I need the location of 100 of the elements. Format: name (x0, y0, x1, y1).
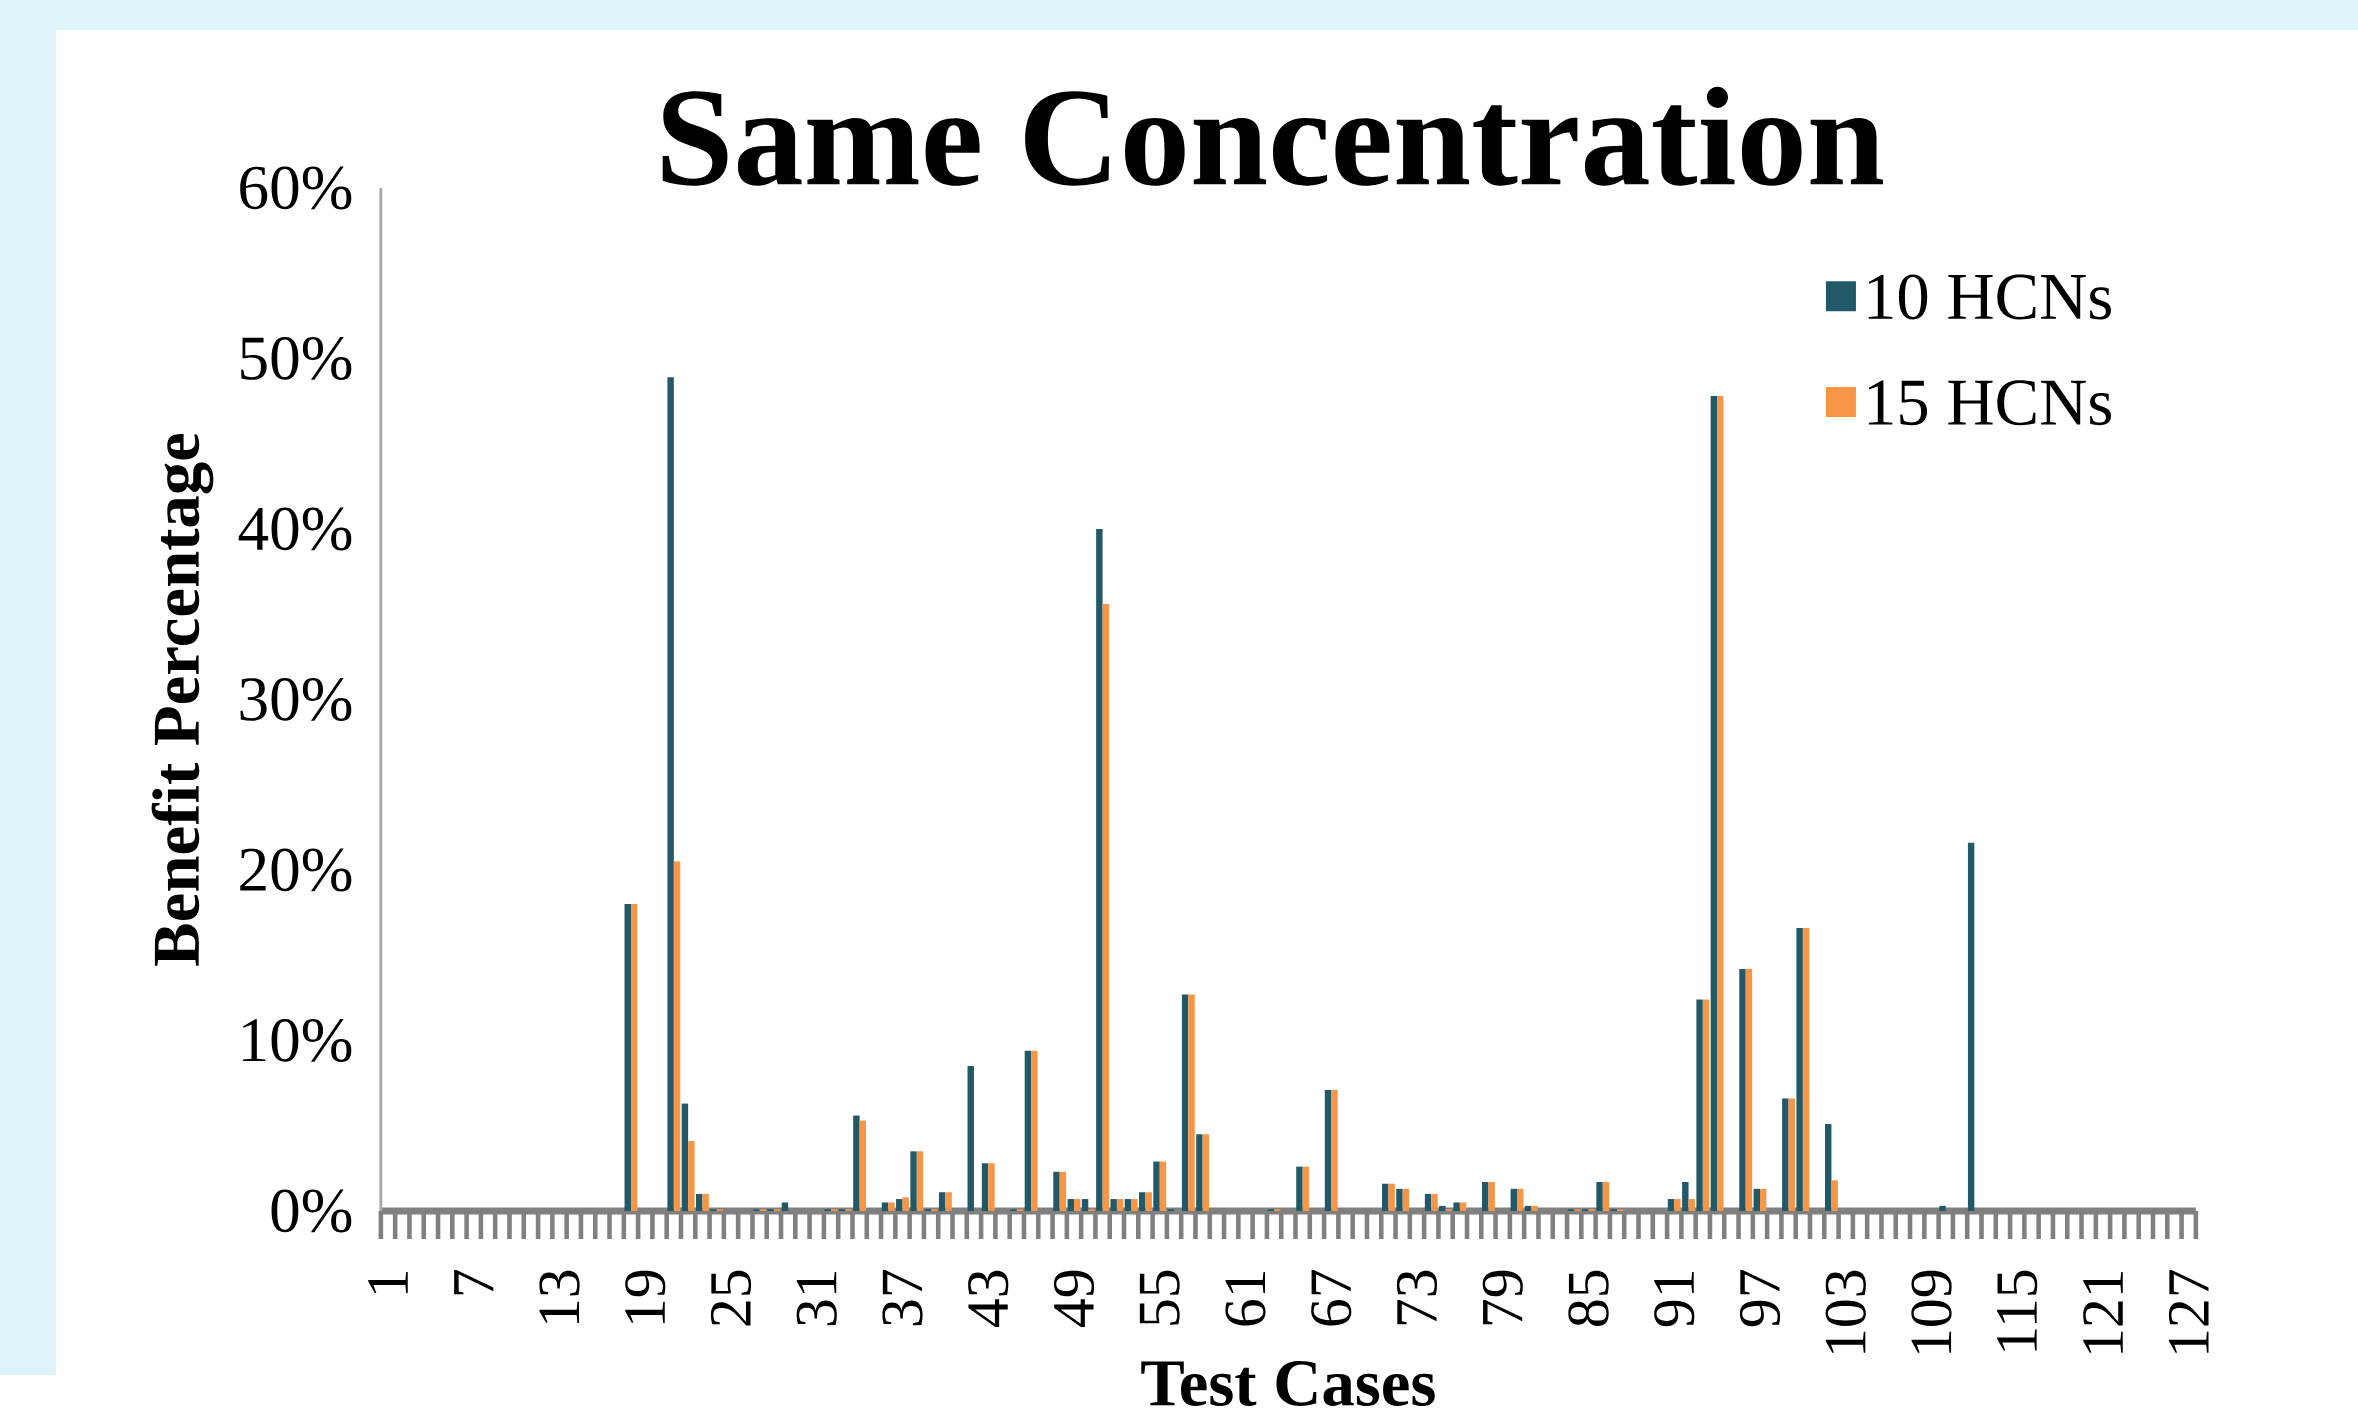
bar (1825, 1124, 1832, 1212)
bar (781, 1202, 789, 1212)
x-tick-label: 97 (1739, 1270, 1781, 1327)
bar (1939, 1206, 1946, 1212)
x-tick-label: 79 (1482, 1271, 1523, 1325)
legend-label: 15 HCNs (1868, 380, 2111, 426)
y-tick-label: 0% (271, 1189, 352, 1233)
legend-label: 10 HCNs (1868, 274, 2111, 320)
bar (1517, 1189, 1524, 1212)
bar (1596, 1182, 1603, 1212)
bar (896, 1199, 903, 1212)
bar (1717, 396, 1724, 1212)
y-tick-label: 10% (243, 1019, 352, 1063)
x-tick-label: 115 (1997, 1270, 2038, 1351)
bar (624, 904, 631, 1212)
bar (1510, 1189, 1518, 1212)
bar (888, 1202, 895, 1212)
bar (1302, 1166, 1310, 1212)
bar (981, 1163, 989, 1212)
bar (1674, 1199, 1681, 1212)
bar (1067, 1199, 1074, 1212)
bar (1331, 1090, 1338, 1212)
bar (1024, 1050, 1032, 1212)
x-tick-label: 31 (796, 1272, 837, 1326)
bar (988, 1163, 995, 1212)
bar (688, 1141, 695, 1212)
bar (1453, 1202, 1460, 1212)
bar (1667, 1199, 1675, 1212)
x-tick-label: 13 (539, 1270, 580, 1324)
bar (1139, 1192, 1146, 1212)
bar (1153, 1161, 1160, 1212)
bar (1074, 1199, 1081, 1212)
bar (1524, 1206, 1532, 1212)
bar (1402, 1189, 1410, 1212)
bar (1296, 1166, 1303, 1212)
bar (1696, 999, 1703, 1212)
y-tick-label: 40% (238, 507, 352, 551)
bar (1702, 999, 1710, 1212)
x-axis-title: Test Cases (1141, 1361, 1435, 1407)
bar (1102, 604, 1109, 1212)
bar (902, 1197, 909, 1212)
bar (1739, 969, 1746, 1212)
bar (881, 1202, 889, 1212)
x-tick-label: 85 (1568, 1270, 1609, 1327)
y-tick-label: 60% (240, 166, 352, 210)
x-tick-label: 55 (1139, 1270, 1180, 1325)
bar (1796, 928, 1803, 1212)
bar (1031, 1050, 1038, 1212)
bar (681, 1103, 689, 1212)
x-tick-label: 19 (625, 1271, 666, 1324)
bar (1396, 1189, 1403, 1212)
bar (667, 377, 674, 1212)
bar (1081, 1199, 1089, 1212)
x-tick-label: 61 (1225, 1272, 1266, 1326)
bar (1381, 1183, 1389, 1212)
bar (1181, 994, 1189, 1212)
bar (1145, 1192, 1152, 1212)
bar (1602, 1182, 1610, 1212)
bar (916, 1151, 924, 1212)
x-tick-label: 127 (2168, 1270, 2209, 1353)
bar (1124, 1199, 1132, 1212)
x-tick-label: 103 (1825, 1270, 1866, 1353)
bar (1831, 1180, 1838, 1212)
bar (695, 1194, 703, 1212)
bar (910, 1151, 917, 1212)
y-tick-label: 20% (240, 848, 352, 892)
bar (1682, 1182, 1689, 1212)
bar (945, 1192, 952, 1212)
bar (673, 861, 681, 1212)
bar (1488, 1182, 1495, 1212)
bar (1439, 1206, 1446, 1212)
bar (1802, 928, 1810, 1212)
bar (1116, 1199, 1124, 1212)
bar (1096, 529, 1103, 1212)
chart-title: Same Concentration (662, 86, 1883, 186)
bar (1188, 994, 1195, 1212)
x-tick-label: 1 (368, 1272, 408, 1294)
bar (1688, 1199, 1695, 1212)
bar (1482, 1182, 1489, 1212)
y-tick-label: 30% (240, 678, 352, 722)
bar (1710, 396, 1718, 1212)
x-tick-label: 37 (882, 1270, 923, 1326)
bar (1753, 1189, 1760, 1212)
bar (1745, 969, 1753, 1212)
x-tick-label: 121 (2083, 1272, 2123, 1353)
bar (967, 1066, 974, 1212)
bar (853, 1115, 860, 1212)
x-tick-label: 49 (1053, 1271, 1095, 1328)
y-tick-label: 50% (241, 337, 352, 381)
bar (1424, 1194, 1432, 1212)
y-axis-title: Benefit Percentage (151, 434, 214, 966)
bar (1788, 1098, 1795, 1212)
bar (859, 1120, 867, 1212)
bar (1759, 1189, 1767, 1212)
bar (1159, 1161, 1167, 1212)
bar (1131, 1199, 1138, 1212)
bar (702, 1194, 709, 1212)
x-tick-label: 109 (1911, 1271, 1952, 1353)
bar (1388, 1183, 1395, 1212)
bar (1324, 1090, 1332, 1212)
